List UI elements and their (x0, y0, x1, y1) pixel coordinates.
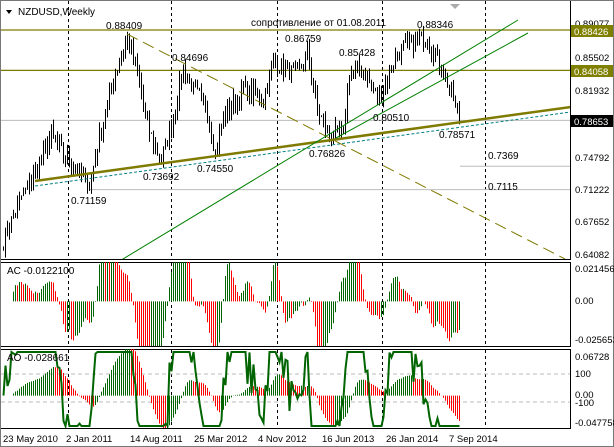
svg-text:0.74792: 0.74792 (575, 153, 609, 164)
shift-marker-icon[interactable] (450, 4, 460, 9)
price-axis[interactable]: 0.89077 0.85502 0.81932 0.74792 0.71222 … (571, 19, 613, 261)
svg-text:0.67652: 0.67652 (575, 217, 609, 228)
current-price-label (571, 115, 613, 127)
svg-text:0.021456: 0.021456 (575, 264, 614, 275)
svg-text:26 Jan 2014: 26 Jan 2014 (386, 434, 438, 445)
svg-text:23 May 2010: 23 May 2010 (3, 434, 58, 445)
green-trendline-1[interactable] (118, 19, 519, 262)
svg-text:сопротивление от 01.08.2011: сопротивление от 01.08.2011 (251, 18, 387, 29)
trendlines[interactable] (34, 19, 614, 262)
svg-text:0.89077: 0.89077 (575, 19, 609, 30)
svg-text:16 Jun 2013: 16 Jun 2013 (322, 434, 374, 445)
svg-text:0.7115: 0.7115 (488, 182, 518, 193)
main-panel[interactable] (0, 0, 571, 260)
svg-text:0.81932: 0.81932 (575, 86, 609, 97)
svg-text:7 Sep 2014: 7 Sep 2014 (449, 434, 498, 445)
cci-line (2, 350, 460, 428)
svg-text:0.80510: 0.80510 (373, 113, 410, 124)
green-trendline-2[interactable] (335, 32, 529, 139)
svg-text:0.00: 0.00 (575, 296, 594, 307)
descending-dashed-trendline[interactable] (126, 33, 566, 259)
svg-text:100: 100 (575, 369, 591, 380)
support-trendline[interactable] (34, 101, 614, 183)
svg-text:0.88346: 0.88346 (417, 20, 454, 31)
svg-text:25 Mar 2012: 25 Mar 2012 (194, 434, 247, 445)
ac-axis: 0.021456 0.00 -0.025653 (575, 264, 614, 346)
svg-text:-0.025653: -0.025653 (575, 335, 614, 346)
svg-text:0.78571: 0.78571 (439, 130, 476, 141)
svg-text:0.71159: 0.71159 (71, 196, 107, 207)
svg-text:0.64082: 0.64082 (575, 250, 609, 261)
ac-histogram (13, 262, 460, 346)
svg-text:0.00: 0.00 (575, 390, 594, 401)
svg-text:0.76826: 0.76826 (309, 149, 346, 160)
svg-text:0.71222: 0.71222 (575, 185, 609, 196)
level-label-2 (571, 65, 613, 77)
svg-text:0.85428: 0.85428 (339, 48, 376, 59)
svg-text:0.86759: 0.86759 (285, 34, 322, 45)
svg-text:-0.047758: -0.047758 (575, 418, 614, 429)
svg-text:0.06728: 0.06728 (575, 352, 609, 363)
svg-text:0.88409: 0.88409 (106, 21, 143, 32)
svg-text:0.84058: 0.84058 (574, 67, 608, 78)
svg-text:14 Aug 2011: 14 Aug 2011 (130, 434, 183, 445)
svg-text:0.78653: 0.78653 (574, 117, 608, 128)
annotations: 0.88409 0.84696 0.86759 сопротивление от… (71, 18, 519, 207)
date-axis[interactable]: 23 May 2010 2 Jan 2011 14 Aug 2011 25 Ma… (3, 434, 498, 445)
svg-text:0.74550: 0.74550 (197, 164, 234, 175)
price-bars (3, 25, 460, 258)
svg-text:2 Jan 2011: 2 Jan 2011 (66, 434, 112, 445)
support-channel-dashed[interactable] (34, 106, 614, 187)
svg-text:0.73692: 0.73692 (143, 172, 180, 183)
ao-label: AO -0.028661 (7, 353, 70, 364)
chart-title: NZDUSD,Weekly (18, 7, 95, 18)
svg-text:0.88426: 0.88426 (574, 27, 608, 38)
level-label-1 (571, 25, 613, 37)
ac-label: AC -0.0122100 (7, 266, 75, 277)
dropdown-arrow-icon[interactable] (6, 10, 12, 14)
svg-text:-100: -100 (575, 398, 594, 409)
ao-axis: 0.06728 100 0.00 -100 -0.047758 (575, 352, 614, 429)
svg-text:0.85502: 0.85502 (575, 53, 609, 64)
svg-text:4 Nov 2012: 4 Nov 2012 (258, 434, 307, 445)
svg-text:0.7369: 0.7369 (488, 151, 519, 162)
svg-text:0.84696: 0.84696 (172, 53, 209, 64)
